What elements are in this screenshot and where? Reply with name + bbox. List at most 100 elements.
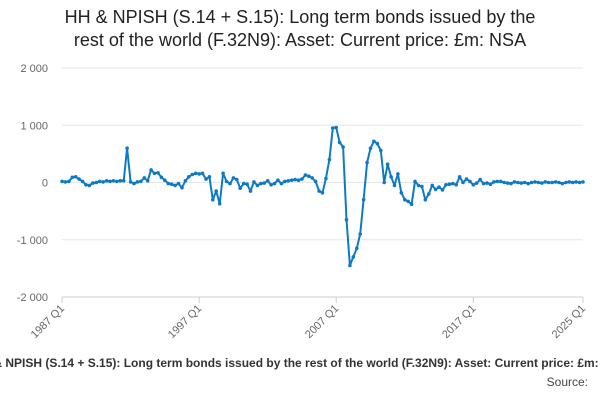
data-point[interactable] [255,183,260,188]
data-point[interactable] [533,180,537,184]
data-point[interactable] [396,172,400,176]
data-point[interactable] [492,180,496,184]
data-point[interactable] [289,178,294,182]
data-point[interactable] [187,175,191,179]
data-point[interactable] [84,183,88,187]
data-point[interactable] [139,179,143,184]
data-point[interactable] [389,175,393,179]
data-point[interactable] [564,180,568,185]
data-point[interactable] [413,179,417,184]
data-point[interactable] [430,183,435,188]
data-point[interactable] [464,177,469,181]
data-point[interactable] [416,183,421,188]
data-point[interactable] [241,181,246,186]
data-point[interactable] [355,246,359,251]
data-point[interactable] [94,180,99,185]
data-point[interactable] [228,181,232,186]
data-point[interactable] [423,197,428,202]
data-point[interactable] [505,181,510,185]
data-point[interactable] [399,191,404,195]
data-point[interactable] [128,180,133,184]
data-point[interactable] [457,175,462,179]
data-point[interactable] [259,181,263,186]
data-point[interactable] [121,179,126,183]
data-point[interactable] [522,180,527,185]
data-point[interactable] [540,181,544,185]
data-point[interactable] [447,182,452,186]
data-point[interactable] [451,181,455,186]
data-point[interactable] [111,179,116,183]
data-point[interactable] [67,179,71,184]
data-point[interactable] [173,183,177,188]
data-point[interactable] [231,176,236,180]
data-point[interactable] [252,180,256,184]
data-point[interactable] [169,182,174,186]
data-point[interactable] [269,183,273,187]
data-point[interactable] [372,139,376,144]
data-point[interactable] [214,189,218,193]
data-point[interactable] [351,255,356,259]
data-point[interactable] [570,180,575,185]
data-point[interactable] [204,177,208,181]
data-point[interactable] [132,181,136,186]
data-point[interactable] [574,180,578,184]
data-point[interactable] [217,201,222,206]
data-point[interactable] [361,197,366,202]
data-point[interactable] [557,180,561,185]
data-point[interactable] [73,175,78,179]
data-point[interactable] [344,217,349,222]
data-point[interactable] [320,191,325,195]
data-point[interactable] [327,157,332,162]
data-point[interactable] [454,183,459,187]
data-point[interactable] [63,180,68,184]
data-point[interactable] [341,145,345,149]
data-point[interactable] [437,185,441,189]
data-point[interactable] [348,263,352,268]
data-point[interactable] [156,171,160,175]
data-point[interactable] [560,181,565,186]
data-point[interactable] [87,183,92,188]
data-point[interactable] [286,179,291,183]
data-point[interactable] [461,180,465,185]
data-point[interactable] [468,179,472,184]
data-point[interactable] [283,179,287,184]
data-point[interactable] [526,181,530,186]
data-point[interactable] [176,181,181,186]
data-point[interactable] [324,176,328,181]
data-point[interactable] [60,179,64,184]
data-point[interactable] [502,180,507,185]
data-point[interactable] [433,187,438,192]
data-point[interactable] [80,179,85,184]
data-point[interactable] [485,181,489,185]
legend[interactable]: HH & NPISH (S.14 + S.15): Long term bond… [0,356,600,374]
data-point[interactable] [546,180,551,185]
data-point[interactable] [581,180,585,184]
data-point[interactable] [300,177,304,181]
data-point[interactable] [471,183,476,187]
data-point[interactable] [577,180,582,185]
data-point[interactable] [221,171,225,176]
data-point[interactable] [567,180,572,184]
data-point[interactable] [200,171,205,176]
data-point[interactable] [303,173,308,177]
data-point[interactable] [135,180,140,184]
data-point[interactable] [211,197,215,202]
data-point[interactable] [317,189,321,193]
data-point[interactable] [519,181,524,185]
data-point[interactable] [478,177,483,182]
data-point[interactable] [115,179,119,184]
data-point[interactable] [149,168,153,172]
data-point[interactable] [488,182,493,186]
data-point[interactable] [108,179,112,184]
data-point[interactable] [495,179,500,184]
data-point[interactable] [392,183,397,188]
data-point[interactable] [403,197,407,202]
data-point[interactable] [279,181,284,186]
data-point[interactable] [238,186,242,190]
data-point[interactable] [166,181,171,186]
data-point[interactable] [207,175,212,179]
data-point[interactable] [512,180,517,184]
data-point[interactable] [180,185,184,190]
data-point[interactable] [142,176,147,180]
data-point[interactable] [152,171,157,176]
